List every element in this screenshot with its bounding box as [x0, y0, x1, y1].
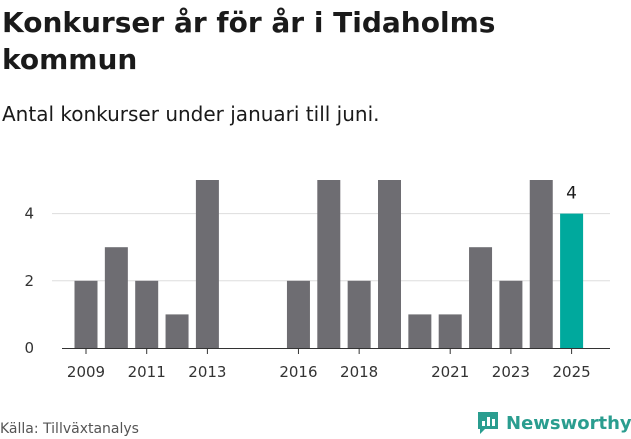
bar-chart: 0 2 4 4 2009 2011 2013 2016 2018 2021 2023 2025 [24, 180, 610, 381]
bar [347, 280, 371, 348]
x-tick-label: 2009 [67, 363, 105, 381]
x-tick-label: 2018 [340, 363, 378, 381]
y-tick-label: 2 [24, 272, 34, 290]
bar [378, 180, 401, 348]
y-tick-label: 0 [24, 339, 34, 357]
bar [469, 247, 493, 348]
source-note: Källa: Tillväxtanalys [0, 421, 139, 437]
newsworthy-logo-icon [478, 412, 498, 434]
bar [195, 180, 219, 348]
brand-name: Newsworthy [506, 412, 631, 434]
brand-logo[interactable]: Newsworthy [476, 409, 631, 437]
bar [560, 213, 584, 348]
x-tick-label: 2013 [188, 363, 226, 381]
x-tick-label: 2023 [492, 363, 530, 381]
x-tick-label: 2025 [553, 363, 591, 381]
bar [74, 280, 98, 348]
chart-subtitle: Antal konkurser under januari till juni. [2, 102, 380, 126]
bar [165, 314, 189, 348]
bar [408, 314, 432, 348]
bar [499, 280, 523, 348]
bar [104, 247, 128, 348]
bar [286, 280, 310, 348]
y-tick-label: 4 [24, 205, 34, 223]
x-tick-label: 2011 [128, 363, 166, 381]
value-label: 4 [566, 184, 577, 204]
chart-title: Konkurser år för år i Tidaholms kommun [2, 6, 496, 76]
bar [529, 180, 553, 348]
bar [135, 280, 159, 348]
bar [438, 314, 462, 348]
x-tick-label: 2016 [279, 363, 317, 381]
x-tick-label: 2021 [431, 363, 469, 381]
bar [317, 180, 341, 348]
